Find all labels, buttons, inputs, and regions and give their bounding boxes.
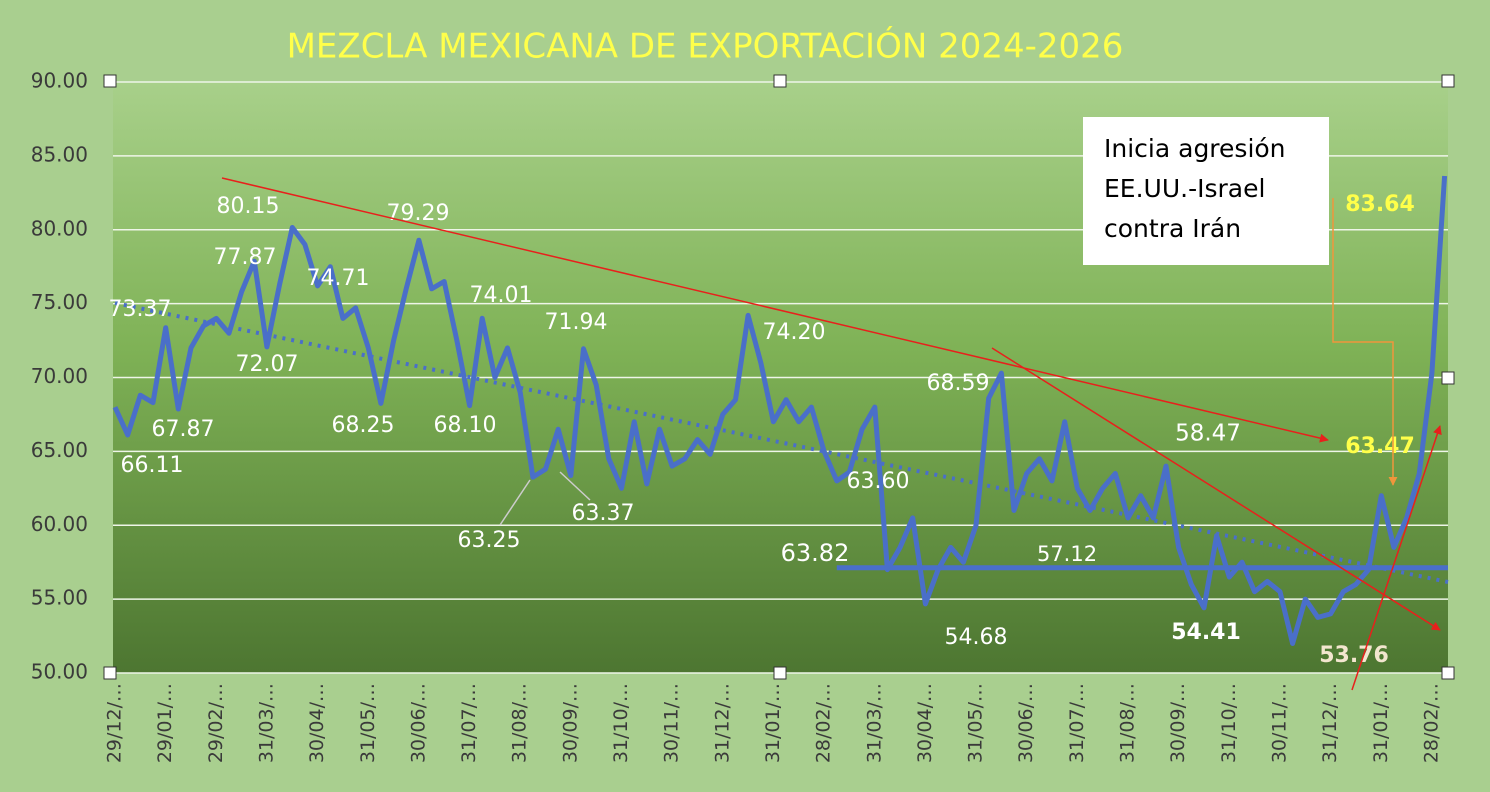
x-tick-label: 30/11/… — [661, 683, 683, 763]
data-label: 83.64 — [1345, 192, 1415, 217]
x-tick-label: 31/03/… — [255, 683, 277, 763]
callout-box — [1083, 117, 1329, 265]
arrow — [221, 177, 1329, 443]
x-tick-label: 28/02/… — [1420, 683, 1442, 763]
data-label: 68.59 — [927, 371, 990, 396]
marks: 57.12 66.11 73.37 67.87 77.87 72.07 80.15 74.71… — [109, 175, 1448, 668]
data-label: 74.20 — [763, 320, 826, 345]
annotation: 63.82 — [781, 539, 850, 567]
data-label: 63.25 — [458, 528, 521, 553]
data-label: 63.37 — [572, 501, 635, 526]
x-tick-label: 30/06/… — [1015, 683, 1037, 763]
x-tick-label: 30/11/… — [1268, 683, 1290, 763]
y-tick-label: 55.00 — [31, 586, 88, 610]
data-label: 80.15 — [217, 194, 280, 219]
y-tick-label: 75.00 — [31, 290, 88, 314]
data-label: 74.71 — [307, 266, 370, 291]
data-label: 54.41 — [1171, 620, 1241, 645]
leader — [559, 471, 591, 501]
x-tick-label: 31/12/… — [1319, 683, 1341, 763]
callout-text: contra Irán — [1104, 214, 1241, 243]
x-tick-label: 31/05/… — [357, 683, 379, 763]
data-label: 67.87 — [152, 417, 215, 442]
data-label: 72.07 — [236, 352, 299, 377]
callout-text: EE.UU.-Israel — [1104, 174, 1265, 203]
data-label: 63.60 — [847, 469, 910, 494]
y-tick-label: 85.00 — [31, 142, 88, 166]
data-label: 63.47 — [1345, 434, 1415, 459]
x-tick-label: 29/12/… — [104, 683, 126, 763]
x-tick-label: 31/05/… — [965, 683, 987, 763]
y-tick-label: 90.00 — [31, 69, 88, 93]
y-tick-label: 80.00 — [31, 216, 88, 240]
x-tick-label: 31/08/… — [509, 683, 531, 763]
arrow — [1351, 425, 1442, 691]
data-label: 53.76 — [1319, 643, 1389, 668]
y-tick-label: 50.00 — [31, 660, 88, 684]
handles — [103, 74, 1455, 680]
x-tick-label: 31/10/… — [1218, 683, 1240, 763]
x-tick-label: 31/10/… — [610, 683, 632, 763]
data-label: 77.87 — [214, 245, 277, 270]
chart-title: MEZCLA MEXICANA DE EXPORTACIÓN 2024-2026 — [287, 26, 1124, 67]
data-label: 71.94 — [545, 310, 608, 335]
leader — [499, 479, 531, 526]
y-tick-label: 65.00 — [31, 438, 88, 462]
data-label: 74.01 — [470, 283, 533, 308]
x-tick-label: 31/01/… — [762, 683, 784, 763]
y-tick-label: 60.00 — [31, 512, 88, 536]
x-tick-label: 31/08/… — [1117, 683, 1139, 763]
arrow — [1332, 198, 1398, 486]
x-tick-label: 31/03/… — [863, 683, 885, 763]
trend-line — [114, 301, 1449, 584]
x-tick-label: 31/01/… — [1370, 683, 1392, 763]
data-label: 79.29 — [387, 201, 450, 226]
reference-label: 57.12 — [1037, 542, 1097, 566]
x-tick-label: 31/07/… — [458, 683, 480, 763]
x-tick-label: 30/09/… — [559, 683, 581, 763]
data-label: 66.11 — [121, 453, 184, 478]
data-label: 73.37 — [109, 297, 172, 322]
x-tick-label: 31/12/… — [711, 683, 733, 763]
data-label: 68.25 — [332, 413, 395, 438]
data-label: 54.68 — [945, 625, 1008, 650]
x-tick-label: 31/07/… — [1066, 683, 1088, 763]
x-tick-label: 28/02/… — [813, 683, 835, 763]
annotation: 58.47 — [1175, 421, 1241, 447]
x-tick-label: 29/01/… — [154, 683, 176, 763]
x-tick-label: 30/09/… — [1167, 683, 1189, 763]
x-tick-label: 30/06/… — [407, 683, 429, 763]
x-tick-label: 30/04/… — [306, 683, 328, 763]
x-tick-label: 29/02/… — [205, 683, 227, 763]
arrow — [991, 347, 1441, 631]
data-label: 68.10 — [434, 413, 497, 438]
line-series — [112, 175, 1448, 646]
y-tick-label: 70.00 — [31, 364, 88, 388]
callout-text: Inicia agresión — [1104, 134, 1286, 163]
x-tick-label: 30/04/… — [914, 683, 936, 763]
